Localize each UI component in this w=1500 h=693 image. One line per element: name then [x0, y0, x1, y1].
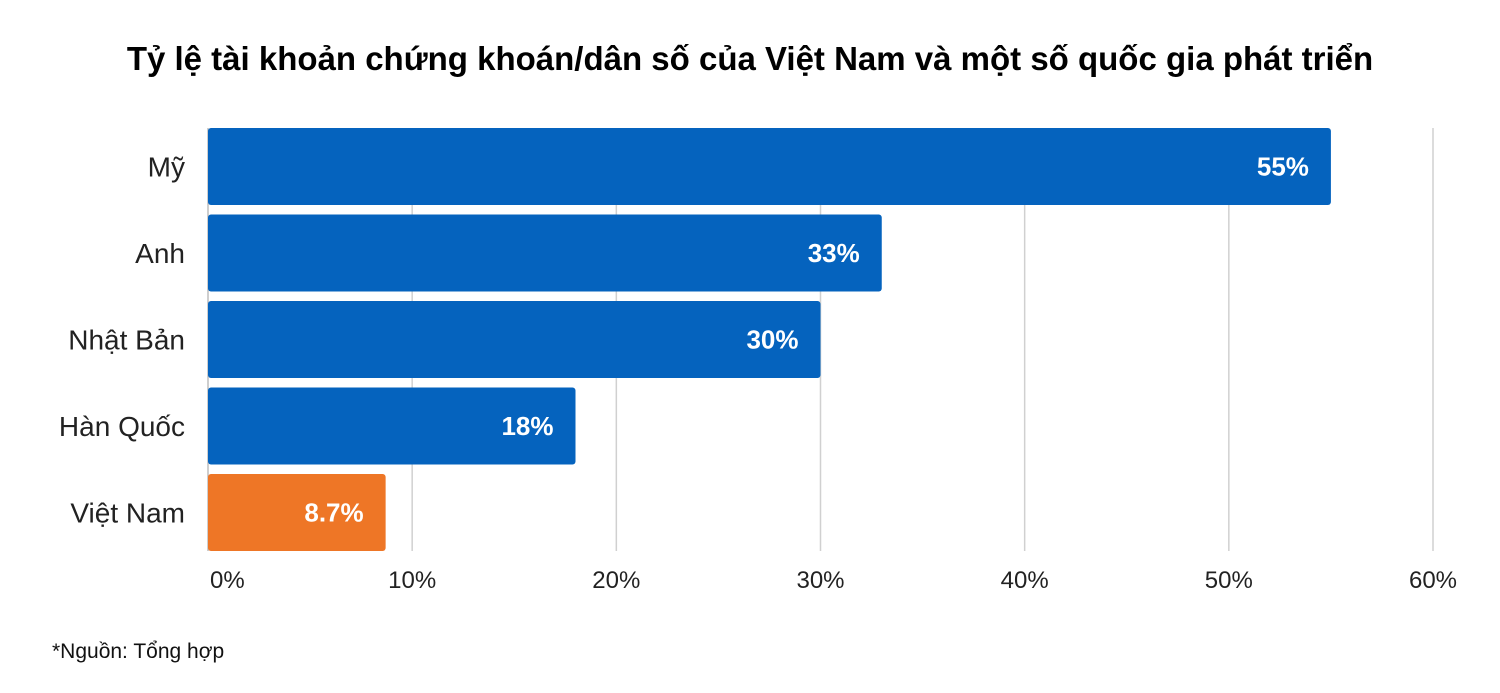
category-label: Anh [135, 238, 185, 269]
bar [208, 301, 821, 378]
category-label: Mỹ [148, 152, 185, 183]
bar-value-label: 55% [1257, 152, 1309, 182]
bar [208, 128, 1331, 205]
bar-value-label: 18% [501, 411, 553, 441]
category-label: Hàn Quốc [59, 411, 185, 442]
bar-value-label: 8.7% [304, 498, 363, 528]
category-label: Việt Nam [70, 498, 185, 529]
bar-value-label: 33% [808, 238, 860, 268]
labels: 0% 10% 20% 30% 40% 50% 60% 55% Mỹ 33% Anh 30% Nhật B… [59, 152, 1457, 595]
bar [208, 474, 386, 551]
x-tick-label: 30% [796, 567, 844, 594]
x-tick-label: 50% [1205, 567, 1253, 594]
x-tick-label: 0% [210, 567, 245, 594]
bar [208, 214, 882, 292]
x-tick-label: 10% [388, 567, 436, 594]
chart-title: Tỷ lệ tài khoản chứng khoán/dân số của V… [126, 40, 1374, 77]
x-tick-label: 40% [1001, 567, 1049, 594]
x-tick-label: 20% [592, 567, 640, 594]
bars [208, 128, 1331, 551]
x-tick-label: 60% [1409, 567, 1457, 594]
category-label: Nhật Bản [68, 325, 185, 356]
bar-value-label: 30% [746, 325, 798, 355]
bar [208, 387, 576, 465]
source-note: *Nguồn: Tổng hợp [52, 640, 225, 663]
